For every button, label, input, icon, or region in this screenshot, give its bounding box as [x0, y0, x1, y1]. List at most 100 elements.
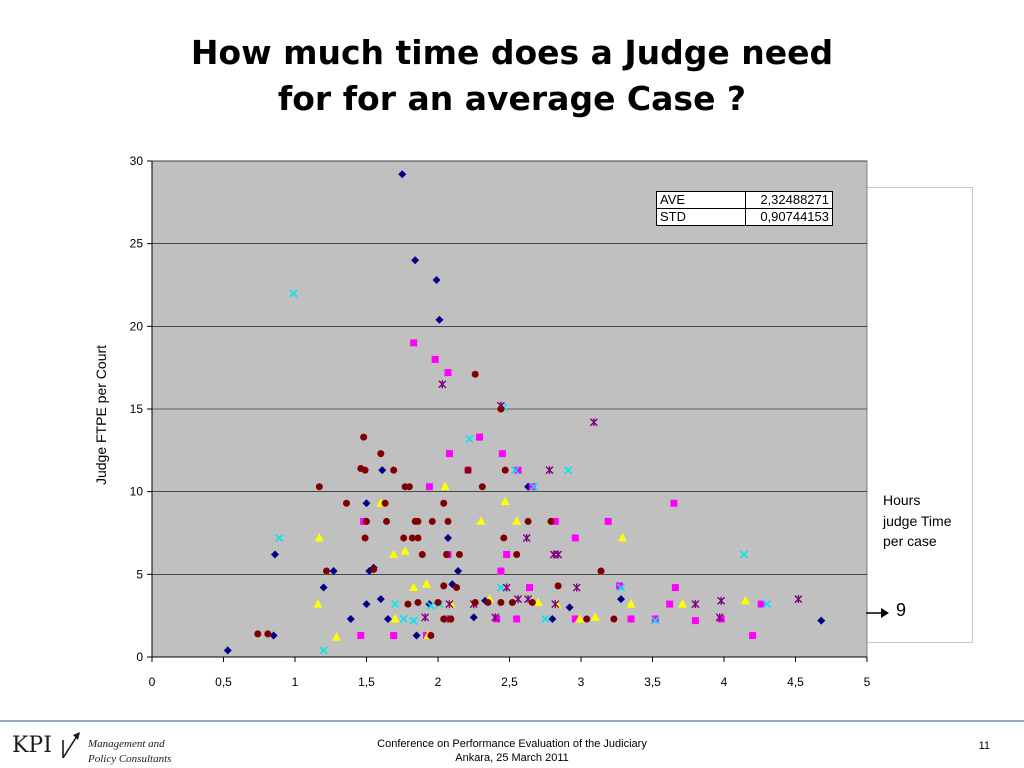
data-point-circle — [361, 534, 369, 542]
data-point-circle — [434, 598, 442, 606]
data-point-circle — [440, 582, 448, 590]
data-point-circle — [361, 466, 369, 474]
data-point-asterisk — [691, 600, 700, 609]
y-tick-label: 10 — [130, 485, 144, 499]
data-point-triangle — [476, 516, 486, 525]
data-point-circle — [524, 517, 532, 525]
data-point-square — [390, 632, 398, 640]
data-point-asterisk — [572, 583, 581, 592]
stats-label-std: STD — [656, 208, 746, 226]
data-point-diamond — [454, 567, 463, 576]
data-point-diamond — [411, 256, 420, 265]
data-point-triangle — [500, 496, 510, 506]
data-point-square — [670, 499, 678, 507]
data-point-diamond — [398, 170, 407, 179]
data-point-triangle — [390, 613, 400, 623]
data-point-asterisk — [502, 583, 511, 592]
data-point-diamond — [817, 616, 826, 625]
data-point-circle — [447, 615, 455, 623]
data-point-triangle — [575, 613, 585, 623]
data-point-triangle — [389, 549, 399, 558]
y-tick-label: 30 — [130, 154, 144, 168]
data-point-circle — [400, 534, 408, 542]
data-point-circle — [453, 584, 461, 592]
data-point-diamond — [329, 567, 338, 576]
data-point-triangle — [617, 532, 627, 542]
data-point-circle — [360, 433, 368, 441]
data-point-asterisk — [514, 595, 523, 604]
data-point-circle — [513, 550, 521, 558]
data-point-square — [691, 617, 699, 625]
x-tick-label: 4,5 — [787, 675, 804, 689]
data-point-square — [571, 534, 579, 542]
conference-info: Conference on Performance Evaluation of … — [312, 737, 712, 765]
data-point-triangle — [409, 582, 419, 592]
data-point-circle — [414, 598, 422, 606]
x-tick-label: 5 — [864, 675, 871, 689]
data-point-square — [671, 584, 679, 592]
data-point-circle — [528, 598, 536, 606]
data-point-circle — [484, 598, 492, 606]
side-note-label: Hours judge Time per case — [883, 492, 952, 549]
data-point-circle — [440, 615, 448, 623]
conference-line-1: Conference on Performance Evaluation of … — [377, 738, 647, 750]
scatter-chart: 0 5 10 15 20 25 30 0 0,5 1 1,5 2 2,5 3 3,5 4 4,5 5 Judge F… — [93, 154, 871, 689]
data-point-asterisk — [438, 380, 447, 389]
right-arrow-icon — [866, 608, 889, 618]
data-point-diamond — [565, 603, 574, 612]
data-point-square — [431, 355, 439, 363]
data-point-circle — [381, 499, 389, 507]
data-point-circle — [440, 499, 448, 507]
data-point-circle — [597, 567, 605, 575]
data-point-circle — [254, 630, 262, 638]
data-point-circle — [383, 517, 391, 525]
data-point-circle — [427, 632, 435, 640]
data-point-circle — [471, 598, 479, 606]
stats-value-std: 0,90744153 — [745, 208, 833, 226]
data-point-square — [514, 466, 522, 474]
x-tick-label: 3 — [578, 675, 585, 689]
data-point-x — [529, 482, 538, 491]
data-point-circle — [363, 517, 370, 525]
data-point-circle — [444, 517, 452, 525]
data-point-asterisk — [445, 600, 454, 609]
data-point-square — [410, 339, 418, 347]
data-point-circle — [508, 598, 516, 606]
x-tick-label: 2 — [435, 675, 442, 689]
data-point-circle — [443, 550, 451, 558]
data-point-x — [391, 600, 400, 609]
data-point-circle — [411, 517, 419, 525]
data-point-diamond — [223, 646, 232, 655]
data-point-circle — [501, 466, 509, 474]
data-point-asterisk — [589, 418, 598, 427]
data-point-x — [496, 583, 505, 592]
data-point-square — [475, 433, 483, 441]
data-point-circle — [264, 630, 272, 638]
data-point-asterisk — [794, 595, 803, 604]
data-point-diamond — [362, 600, 371, 609]
data-point-circle — [500, 534, 508, 542]
data-point-triangle — [590, 612, 600, 621]
data-point-asterisk — [491, 613, 500, 622]
data-point-circle — [471, 370, 479, 378]
data-point-diamond — [346, 614, 355, 623]
data-point-circle — [408, 534, 416, 542]
x-tick-label: 0 — [149, 675, 156, 689]
data-point-square — [551, 517, 559, 525]
data-point-diamond — [617, 595, 626, 604]
data-point-square — [513, 615, 521, 623]
x-tick-label: 0,5 — [215, 675, 232, 689]
data-point-circle — [428, 517, 436, 525]
data-point-square — [528, 483, 536, 491]
data-point-asterisk — [551, 600, 560, 609]
data-point-circle — [414, 534, 422, 542]
data-point-x — [409, 616, 418, 625]
data-point-x — [651, 616, 660, 625]
data-point-diamond — [270, 550, 279, 559]
data-point-asterisk — [717, 596, 726, 605]
tagline-line-2: Policy Consultants — [88, 753, 172, 765]
data-point-diamond — [269, 631, 278, 640]
data-point-triangle — [512, 516, 522, 525]
data-point-diamond — [432, 276, 441, 285]
data-point-x — [275, 533, 284, 543]
